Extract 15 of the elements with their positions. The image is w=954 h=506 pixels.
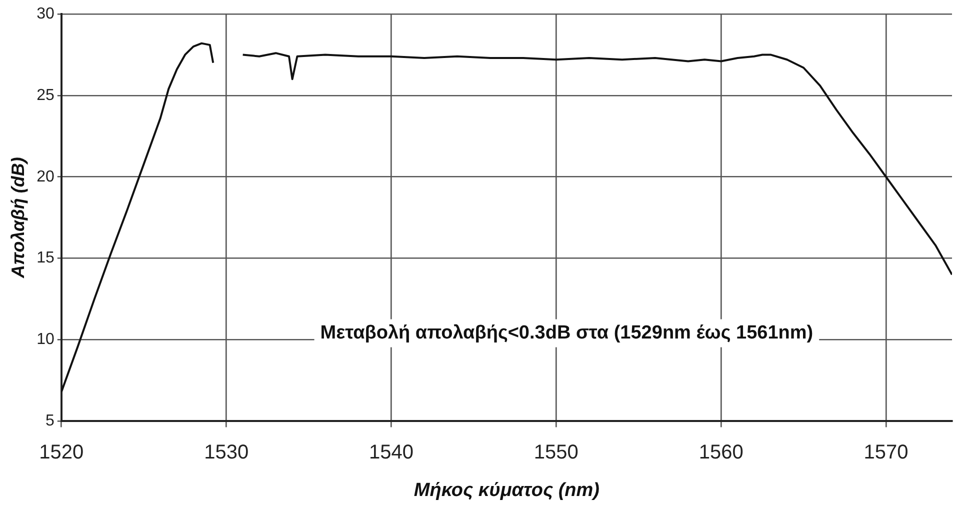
x-tick-label: 1520	[39, 442, 84, 464]
y-tick-label: 15	[36, 250, 54, 267]
x-axis-title: Μήκος κύματος (nm)	[414, 480, 600, 501]
x-tick-label: 1560	[698, 442, 744, 464]
y-tick-label: 5	[45, 412, 54, 430]
y-tick-label: 10	[36, 331, 54, 348]
y-tick-label: 25	[36, 86, 54, 104]
x-tick-label: 1550	[534, 442, 578, 464]
y-tick-label: 30	[36, 5, 54, 22]
y-axis-title: Απολαβή (dB)	[8, 157, 28, 280]
x-tick-label: 1540	[369, 442, 414, 464]
x-tick-label: 1530	[204, 442, 249, 464]
x-tick-label: 1570	[864, 442, 908, 464]
y-tick-label: 20	[36, 168, 54, 186]
annotation: Μεταβολή απολαβής<0.3dB στα (1529nm έως 1561nm)	[320, 322, 814, 344]
